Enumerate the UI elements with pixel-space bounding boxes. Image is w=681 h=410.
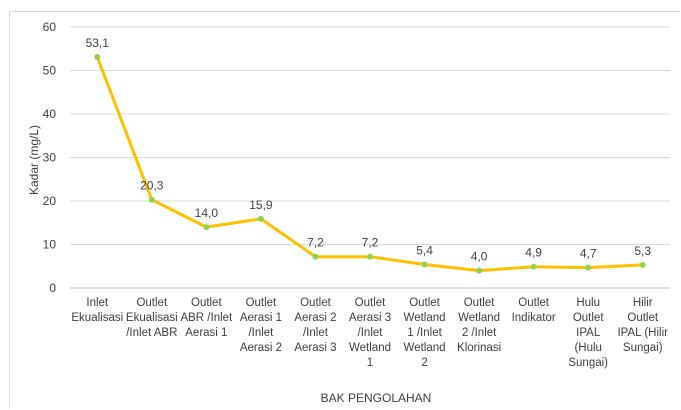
y-tick-label: 50 (43, 64, 57, 78)
data-label: 4,0 (471, 250, 488, 264)
x-tick-label: Outlet ABR /Inlet Aerasi 1 (180, 297, 233, 339)
data-point (530, 263, 537, 270)
data-label: 4,9 (525, 246, 542, 260)
series (94, 54, 646, 274)
data-label: 7,2 (307, 236, 324, 250)
y-axis-title: Kadar (mg/L) (27, 125, 41, 195)
data-label: 20,3 (140, 179, 164, 193)
y-tick-label: 60 (43, 20, 57, 34)
data-point (257, 215, 264, 222)
data-label: 5,3 (634, 244, 651, 258)
y-axis-ticks: 0 10 20 30 40 50 60 (43, 20, 57, 295)
data-point (476, 267, 483, 274)
data-point (94, 54, 101, 61)
data-labels: 53,1 20,3 14,0 15,9 7,2 7,2 5,4 4,0 4,9 4,7 5,3 (86, 36, 652, 264)
data-label: 15,9 (249, 198, 273, 212)
y-tick-label: 20 (43, 194, 57, 208)
data-label: 7,2 (362, 236, 379, 250)
data-point (421, 261, 428, 268)
x-tick-label: Outlet Aerasi 3/Inlet Wetland 1 (349, 297, 391, 369)
data-point (203, 224, 210, 231)
data-point (639, 261, 646, 268)
y-tick-label: 30 (43, 151, 57, 165)
x-tick-label: Outlet Wetland 1 /Inlet Wetland 2 (404, 297, 446, 369)
x-tick-label: Outlet Wetland 2 /Inlet Klorinasi (457, 297, 501, 354)
y-tick-label: 10 (43, 238, 57, 252)
data-label: 5,4 (416, 244, 433, 258)
x-axis-title: BAK PENGOLAHAN (321, 391, 432, 405)
x-tick-label: Outlet Aerasi 2/Inlet Aerasi 3 (294, 297, 336, 354)
chart-frame (9, 11, 680, 409)
x-tick-label: Hilir Outlet IPAL (Hilir Sungai) (617, 297, 668, 354)
y-tick-label: 0 (49, 281, 56, 295)
data-point (585, 264, 592, 271)
y-tick-label: 40 (43, 107, 57, 121)
x-tick-label: Outlet Aerasi 1/Inlet Aerasi 2 (240, 297, 282, 354)
x-tick-label: Outlet Indikator (512, 297, 556, 324)
gridlines (70, 26, 670, 245)
data-point (367, 253, 373, 260)
data-label: 14,0 (195, 206, 219, 220)
x-tick-label: Inlet Ekualisasi (71, 297, 123, 324)
x-tick-label: Outlet Ekualisasi/Inlet ABR (126, 297, 178, 339)
data-point (148, 196, 155, 203)
data-label: 53,1 (86, 36, 110, 50)
data-point (312, 253, 319, 260)
data-label: 4,7 (580, 247, 597, 261)
x-tick-label: Hulu Outlet IPAL (Hulu Sungai) (568, 297, 608, 369)
